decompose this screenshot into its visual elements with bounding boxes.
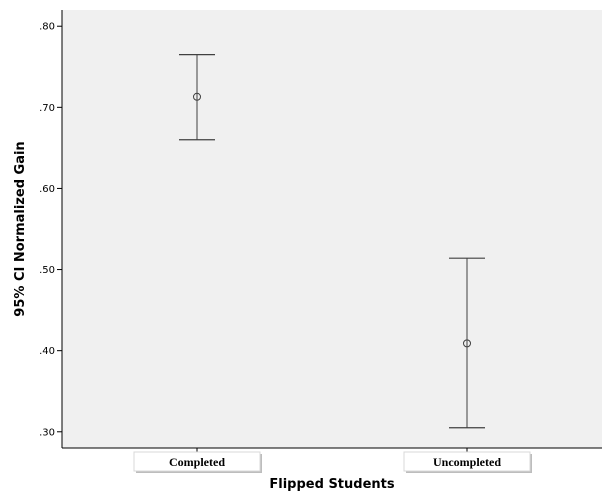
error-bar	[179, 54, 215, 141]
x-axis-categories: Completed Uncompleted	[133, 448, 532, 473]
error-bar	[449, 257, 485, 429]
error-bars	[179, 54, 485, 429]
y-tick-label: .80	[39, 22, 55, 33]
category-label-box	[133, 451, 261, 472]
category-label-box	[403, 451, 531, 472]
y-tick-label: .40	[39, 346, 55, 357]
y-tick-label: .70	[39, 103, 55, 114]
x-category-label: Completed	[169, 455, 225, 469]
plot-area	[62, 10, 602, 448]
y-axis-title: 95% CI Normalized Gain	[13, 141, 28, 316]
y-tick-label: .30	[39, 427, 55, 438]
mean-point	[463, 339, 471, 348]
y-tick-label: .60	[39, 184, 55, 195]
x-category-label: Uncompleted	[433, 455, 501, 469]
mean-point	[193, 92, 201, 101]
y-tick-label: .50	[39, 265, 55, 276]
x-axis-title: Flipped Students	[269, 477, 394, 492]
y-axis: .30 .40 .50 .60 .70 .80	[39, 10, 602, 449]
